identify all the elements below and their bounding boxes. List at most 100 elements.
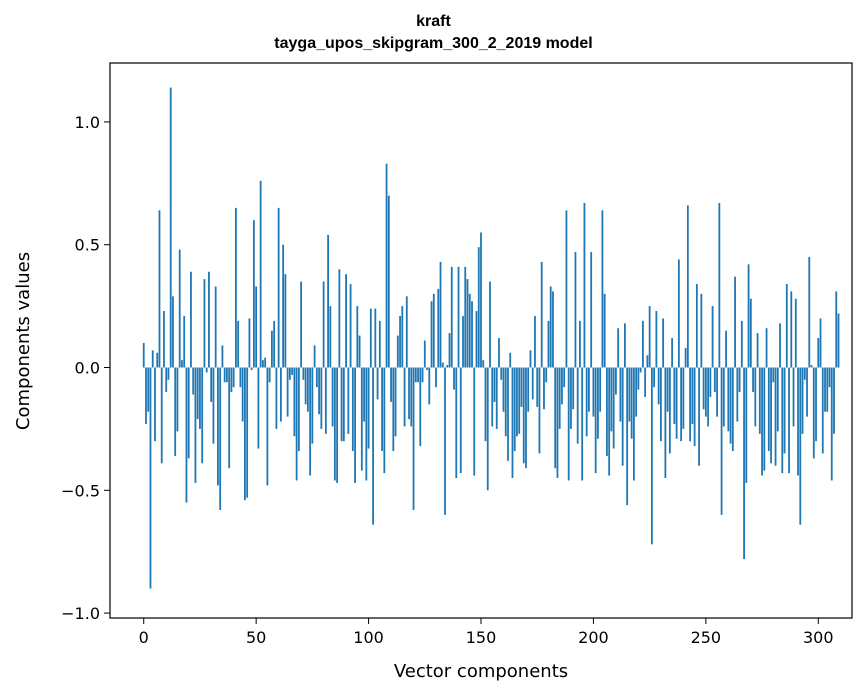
bar xyxy=(432,293,435,368)
bar xyxy=(644,367,647,397)
bar xyxy=(181,360,183,368)
bar xyxy=(547,320,550,368)
bar xyxy=(253,220,255,368)
bar xyxy=(486,367,489,491)
bar xyxy=(194,367,197,483)
bar xyxy=(837,313,840,368)
bar xyxy=(581,367,584,481)
bar xyxy=(190,271,192,368)
bar xyxy=(536,367,539,407)
bar xyxy=(351,367,354,452)
bar xyxy=(558,367,561,429)
bar xyxy=(594,367,597,474)
bar xyxy=(324,367,327,434)
bar xyxy=(363,367,365,422)
bar xyxy=(500,367,503,380)
bar xyxy=(457,266,460,368)
bar xyxy=(540,261,543,368)
bar xyxy=(199,367,201,429)
bar xyxy=(466,279,469,368)
bar xyxy=(318,367,321,415)
bar xyxy=(455,367,458,479)
bar xyxy=(448,333,451,368)
bar xyxy=(567,367,570,481)
bar xyxy=(740,320,743,368)
bar xyxy=(709,367,712,397)
bar xyxy=(383,367,386,474)
bars-group xyxy=(142,87,840,589)
bar xyxy=(378,320,381,368)
bar xyxy=(513,367,516,452)
bar xyxy=(635,367,638,417)
bar xyxy=(722,367,725,427)
bar xyxy=(282,244,285,368)
bar xyxy=(794,298,797,368)
bar xyxy=(327,234,329,368)
bar xyxy=(302,367,305,380)
bar xyxy=(545,367,548,383)
bar xyxy=(333,367,336,481)
bar xyxy=(700,293,703,368)
bar xyxy=(711,306,714,368)
bar xyxy=(664,367,667,479)
bar xyxy=(801,367,804,434)
bar xyxy=(525,367,527,469)
bar xyxy=(691,367,694,424)
bar xyxy=(480,232,482,368)
bar xyxy=(450,266,453,368)
bar xyxy=(300,281,303,368)
bar xyxy=(491,367,494,427)
bar xyxy=(147,367,150,412)
bar xyxy=(239,367,242,388)
bar xyxy=(511,367,514,479)
y-tick-label: 1.0 xyxy=(75,113,100,132)
bar xyxy=(349,284,352,368)
bar xyxy=(493,367,496,402)
x-tick-label: 100 xyxy=(353,628,384,647)
bar xyxy=(518,367,521,434)
bar xyxy=(788,367,790,474)
bar xyxy=(149,367,152,589)
bar xyxy=(421,367,424,383)
bar xyxy=(758,367,761,434)
bar xyxy=(639,367,642,373)
bar xyxy=(574,252,577,368)
bar xyxy=(516,367,518,437)
bar xyxy=(477,247,480,368)
bar xyxy=(502,367,505,412)
bar xyxy=(509,352,512,368)
bar xyxy=(435,367,437,388)
bar xyxy=(641,320,644,368)
bar xyxy=(579,320,581,368)
bar xyxy=(313,345,316,368)
bar xyxy=(772,367,775,383)
bar xyxy=(498,338,500,368)
bar xyxy=(819,318,822,368)
bar xyxy=(590,252,593,368)
bar xyxy=(504,367,507,437)
bar xyxy=(248,318,251,368)
bar xyxy=(666,367,669,412)
bar xyxy=(806,367,808,417)
bar xyxy=(453,367,455,390)
bar xyxy=(621,367,624,466)
bar xyxy=(419,367,422,447)
bar xyxy=(752,367,754,393)
bar xyxy=(342,367,345,442)
bar xyxy=(599,367,602,412)
bar xyxy=(671,338,674,368)
bar xyxy=(812,367,815,459)
bar xyxy=(529,350,532,368)
bar xyxy=(208,271,210,368)
bar xyxy=(178,249,181,368)
bar xyxy=(167,367,170,380)
bar xyxy=(369,308,372,368)
x-tick-label: 300 xyxy=(803,628,834,647)
bar xyxy=(534,315,536,368)
x-axis-label: Vector components xyxy=(394,661,568,682)
bar xyxy=(628,367,631,422)
bar xyxy=(763,367,766,471)
bar xyxy=(201,367,204,464)
bar xyxy=(774,367,777,466)
bar xyxy=(815,367,817,442)
